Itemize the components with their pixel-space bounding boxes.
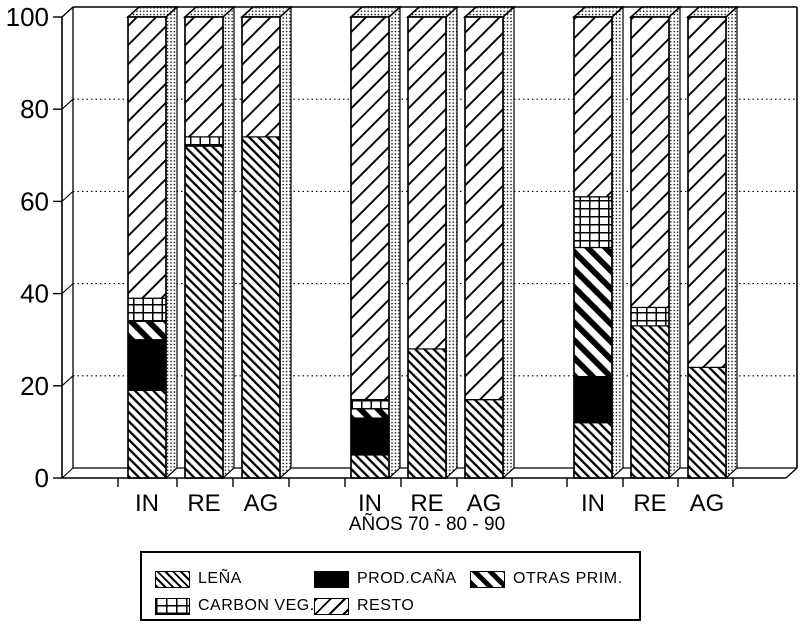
legend-item-lena: LEÑA	[155, 570, 242, 588]
segment-70-IN-LEÑA	[127, 389, 167, 479]
segment-80-IN-CARBON VEG.	[350, 399, 390, 410]
stacked-bar-chart: 0 20 40 60 80 100 IN RE AG IN RE AG IN RE AG AÑOS 70 …	[6, 2, 798, 535]
segment-80-IN-PROD.CAÑA	[350, 417, 390, 456]
legend-label: OTRAS PRIM.	[513, 570, 623, 587]
legend-item-resto: RESTO	[314, 597, 414, 615]
legend-label: LEÑA	[198, 570, 242, 587]
bar-70-AG	[239, 5, 294, 480]
segment-70-IN-OTRAS PRIM.	[127, 320, 167, 341]
legend-item-prodcana: PROD.CAÑA	[314, 570, 457, 588]
segment-90-RE-CARBON VEG.	[630, 306, 670, 327]
y-tick-label-20: 20	[20, 371, 49, 401]
segment-80-IN-LEÑA	[350, 454, 390, 479]
legend-item-otras-prim: OTRAS PRIM.	[470, 570, 623, 588]
solid-black-swatch-icon	[314, 570, 349, 588]
bar-90-RE	[628, 5, 683, 480]
segment-80-AG-RESTO	[464, 16, 504, 401]
x-category-label-70-RE: RE	[187, 490, 220, 517]
bar-70-RE	[182, 5, 237, 480]
segment-70-RE-LEÑA	[184, 145, 224, 479]
bold-hatch-swatch-icon	[470, 570, 505, 588]
segment-70-AG-LEÑA	[241, 136, 281, 479]
segment-90-IN-OTRAS PRIM.	[573, 246, 613, 378]
y-tick-label-40: 40	[20, 279, 49, 309]
x-category-label-80-RE: RE	[410, 490, 443, 517]
x-axis-title: AÑOS 70 - 80 - 90	[349, 513, 505, 535]
x-axis: IN RE AG IN RE AG IN RE AG	[117, 478, 734, 517]
lena-hatch-swatch-icon	[155, 570, 190, 588]
bar-90-AG	[685, 5, 740, 480]
segment-70-AG-RESTO	[241, 16, 281, 138]
x-category-label-70-IN: IN	[135, 490, 159, 517]
legend-item-carbon-veg: CARBON VEG.	[155, 597, 315, 615]
segment-90-IN-LEÑA	[573, 422, 613, 479]
segment-70-IN-RESTO	[127, 16, 167, 299]
x-category-label-90-RE: RE	[633, 490, 666, 517]
segment-90-AG-LEÑA	[687, 366, 727, 479]
bar-80-IN	[348, 5, 403, 480]
segment-80-AG-LEÑA	[464, 399, 504, 479]
segment-90-IN-PROD.CAÑA	[573, 375, 613, 424]
x-category-label-80-AG: AG	[467, 490, 502, 517]
legend-label: PROD.CAÑA	[357, 570, 457, 587]
x-category-label-80-IN: IN	[358, 490, 382, 517]
bar-70-IN	[125, 5, 180, 480]
segment-90-IN-CARBON VEG.	[573, 196, 613, 249]
segment-70-RE-CARBON VEG.	[184, 136, 224, 147]
legend-label: RESTO	[357, 597, 415, 614]
segment-90-IN-RESTO	[573, 16, 613, 198]
segment-80-RE-LEÑA	[407, 348, 447, 479]
grid-hatch-swatch-icon	[155, 597, 190, 615]
x-category-label-90-IN: IN	[581, 490, 605, 517]
segment-70-IN-PROD.CAÑA	[127, 339, 167, 392]
y-tick-label-0: 0	[35, 463, 49, 493]
segment-70-IN-CARBON VEG.	[127, 297, 167, 322]
segment-80-IN-OTRAS PRIM.	[350, 408, 390, 419]
segment-90-RE-RESTO	[630, 16, 670, 309]
legend: LEÑA PROD.CAÑA OTRAS PRIM. CARBON VEG. R…	[140, 551, 641, 621]
bar-80-AG	[462, 5, 517, 480]
y-tick-label-60: 60	[20, 186, 49, 216]
bars	[125, 5, 740, 480]
segment-70-RE-RESTO	[184, 16, 224, 138]
segment-90-AG-RESTO	[687, 16, 727, 368]
y-axis: 0 20 40 60 80 100	[6, 2, 74, 493]
light-hatch-swatch-icon	[314, 597, 349, 615]
x-category-label-70-AG: AG	[244, 490, 279, 517]
bar-90-IN	[571, 5, 626, 480]
bar-80-RE	[405, 5, 460, 480]
legend-label: CARBON VEG.	[198, 597, 315, 614]
x-category-label-90-AG: AG	[690, 490, 725, 517]
segment-80-IN-RESTO	[350, 16, 390, 401]
y-tick-label-80: 80	[20, 94, 49, 124]
y-tick-label-100: 100	[6, 2, 49, 32]
segment-80-RE-RESTO	[407, 16, 447, 350]
segment-90-RE-LEÑA	[630, 325, 670, 479]
